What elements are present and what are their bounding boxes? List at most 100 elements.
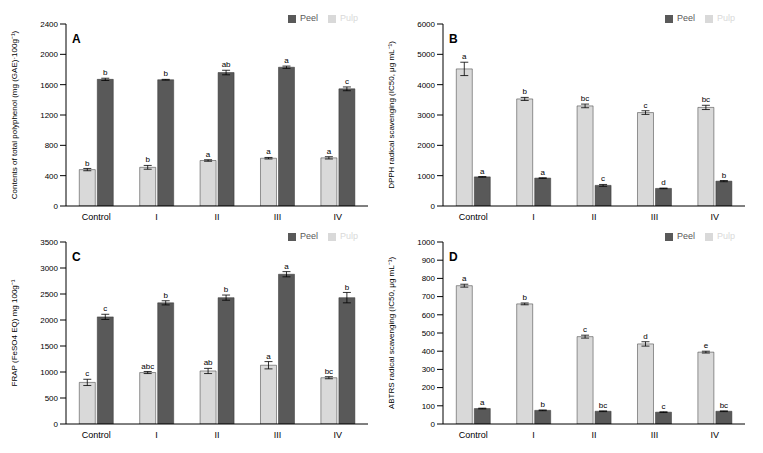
svg-text:1200: 1200 bbox=[40, 111, 58, 120]
svg-text:IV: IV bbox=[334, 430, 343, 440]
svg-text:e: e bbox=[704, 341, 709, 350]
svg-text:b: b bbox=[85, 159, 90, 168]
svg-text:III: III bbox=[274, 430, 282, 440]
svg-text:d: d bbox=[661, 178, 665, 187]
svg-text:5000: 5000 bbox=[417, 50, 435, 59]
svg-text:Contents of total polyphenol (: Contents of total polyphenol (mg (GAE)·1… bbox=[10, 30, 19, 199]
svg-text:abc: abc bbox=[141, 362, 154, 371]
svg-text:100: 100 bbox=[422, 402, 436, 411]
svg-text:I: I bbox=[532, 430, 535, 440]
svg-text:c: c bbox=[643, 101, 647, 110]
svg-text:ab: ab bbox=[222, 60, 231, 69]
svg-text:2000: 2000 bbox=[40, 316, 58, 325]
svg-text:Control: Control bbox=[82, 212, 111, 222]
svg-text:0: 0 bbox=[431, 420, 436, 429]
svg-text:bc: bc bbox=[720, 401, 728, 410]
svg-text:I: I bbox=[155, 212, 158, 222]
svg-text:c: c bbox=[103, 304, 107, 313]
svg-text:1000: 1000 bbox=[40, 368, 58, 377]
svg-text:a: a bbox=[206, 150, 211, 159]
svg-text:0: 0 bbox=[431, 202, 436, 211]
svg-text:a: a bbox=[284, 262, 289, 271]
svg-text:ab: ab bbox=[204, 358, 213, 367]
svg-text:1500: 1500 bbox=[40, 342, 58, 351]
svg-text:b: b bbox=[163, 291, 168, 300]
svg-text:c: c bbox=[345, 77, 349, 86]
svg-text:a: a bbox=[480, 167, 485, 176]
svg-text:II: II bbox=[214, 212, 219, 222]
svg-text:0: 0 bbox=[54, 202, 59, 211]
svg-text:Control: Control bbox=[459, 430, 488, 440]
svg-text:a: a bbox=[480, 398, 485, 407]
svg-text:400: 400 bbox=[422, 347, 436, 356]
svg-text:c: c bbox=[661, 402, 665, 411]
svg-text:b: b bbox=[145, 155, 150, 164]
svg-text:b: b bbox=[722, 171, 727, 180]
svg-text:bc: bc bbox=[599, 401, 607, 410]
svg-text:bc: bc bbox=[702, 95, 710, 104]
svg-text:IV: IV bbox=[334, 212, 343, 222]
svg-text:DPPH radical scavenging (IC50,: DPPH radical scavenging (IC50, μg mL⁻¹) bbox=[387, 41, 396, 189]
svg-text:b: b bbox=[522, 87, 527, 96]
svg-text:II: II bbox=[591, 430, 596, 440]
svg-text:II: II bbox=[214, 430, 219, 440]
html-text:Peel: Peel bbox=[677, 13, 695, 23]
svg-text:Control: Control bbox=[459, 212, 488, 222]
svg-text:b: b bbox=[163, 69, 168, 78]
svg-text:ABTRS radical scavenging (IC50: ABTRS radical scavenging (IC50, μg mL⁻¹) bbox=[387, 257, 396, 409]
svg-text:I: I bbox=[155, 430, 158, 440]
svg-text:a: a bbox=[327, 147, 332, 156]
svg-text:Control: Control bbox=[82, 430, 111, 440]
svg-text:600: 600 bbox=[422, 311, 436, 320]
svg-text:1600: 1600 bbox=[40, 81, 58, 90]
svg-text:3000: 3000 bbox=[40, 264, 58, 273]
svg-text:IV: IV bbox=[711, 212, 720, 222]
svg-text:b: b bbox=[540, 400, 545, 409]
svg-text:b: b bbox=[224, 285, 229, 294]
svg-text:300: 300 bbox=[422, 365, 436, 374]
svg-text:2500: 2500 bbox=[40, 290, 58, 299]
svg-text:3000: 3000 bbox=[417, 111, 435, 120]
svg-text:IV: IV bbox=[711, 430, 720, 440]
svg-text:bc: bc bbox=[581, 94, 589, 103]
svg-text:c: c bbox=[583, 325, 587, 334]
svg-text:1000: 1000 bbox=[417, 238, 435, 247]
svg-text:d: d bbox=[643, 332, 647, 341]
svg-text:I: I bbox=[532, 212, 535, 222]
svg-text:2400: 2400 bbox=[40, 20, 58, 29]
svg-text:a: a bbox=[462, 52, 467, 61]
svg-text:0: 0 bbox=[54, 420, 59, 429]
svg-text:6000: 6000 bbox=[417, 20, 435, 29]
svg-text:800: 800 bbox=[422, 274, 436, 283]
svg-text:400: 400 bbox=[45, 172, 59, 181]
svg-text:200: 200 bbox=[422, 383, 436, 392]
svg-text:a: a bbox=[266, 147, 271, 156]
svg-text:b: b bbox=[522, 293, 527, 302]
svg-text:a: a bbox=[284, 56, 289, 65]
svg-text:c: c bbox=[601, 174, 605, 183]
svg-text:a: a bbox=[462, 274, 467, 283]
svg-text:III: III bbox=[651, 212, 659, 222]
svg-text:II: II bbox=[591, 212, 596, 222]
svg-text:b: b bbox=[103, 68, 108, 77]
svg-text:2000: 2000 bbox=[40, 50, 58, 59]
svg-text:800: 800 bbox=[45, 141, 59, 150]
svg-text:700: 700 bbox=[422, 292, 436, 301]
svg-text:bc: bc bbox=[325, 367, 333, 376]
svg-text:900: 900 bbox=[422, 256, 436, 265]
svg-text:FRAP (FeSO4 EQ) mg 100g⁻¹: FRAP (FeSO4 EQ) mg 100g⁻¹ bbox=[10, 279, 19, 386]
svg-text:2000: 2000 bbox=[417, 141, 435, 150]
html-text:Pulp: Pulp bbox=[340, 13, 358, 23]
svg-text:III: III bbox=[651, 430, 659, 440]
html-text:Peel: Peel bbox=[300, 13, 318, 23]
svg-text:3500: 3500 bbox=[40, 238, 58, 247]
svg-text:c: c bbox=[85, 369, 89, 378]
svg-text:III: III bbox=[274, 212, 282, 222]
svg-text:a: a bbox=[266, 352, 271, 361]
svg-text:500: 500 bbox=[45, 394, 59, 403]
svg-text:a: a bbox=[540, 168, 545, 177]
svg-text:1000: 1000 bbox=[417, 172, 435, 181]
svg-text:4000: 4000 bbox=[417, 81, 435, 90]
svg-text:b: b bbox=[345, 283, 350, 292]
svg-text:500: 500 bbox=[422, 329, 436, 338]
